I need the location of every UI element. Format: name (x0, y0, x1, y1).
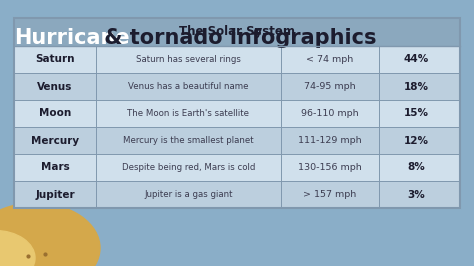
Text: Moon: Moon (39, 109, 71, 118)
Bar (14, 100, 460, 127)
Text: Venus has a beautiful name: Venus has a beautiful name (128, 82, 249, 91)
Text: > 157 mph: > 157 mph (303, 190, 356, 199)
Text: Despite being red, Mars is cold: Despite being red, Mars is cold (122, 163, 255, 172)
Bar (14, 127, 460, 154)
Text: The Moon is Earth's satellite: The Moon is Earth's satellite (128, 109, 249, 118)
Text: < 74 mph: < 74 mph (306, 55, 354, 64)
Text: Venus: Venus (37, 81, 73, 92)
Ellipse shape (0, 203, 100, 266)
Text: Jupiter is a gas giant: Jupiter is a gas giant (144, 190, 233, 199)
Text: 96-110 mph: 96-110 mph (301, 109, 359, 118)
Text: Mercury: Mercury (31, 135, 79, 146)
Text: 74-95 mph: 74-95 mph (304, 82, 356, 91)
Ellipse shape (0, 231, 35, 266)
Text: Jupiter: Jupiter (35, 189, 75, 200)
Text: 44%: 44% (404, 55, 429, 64)
Bar (14, 181, 460, 208)
Bar (14, 46, 460, 73)
Text: 18%: 18% (404, 81, 429, 92)
Text: The Solar System: The Solar System (179, 26, 295, 39)
Text: & tornado infographics: & tornado infographics (97, 28, 376, 48)
Text: Mercury is the smallest planet: Mercury is the smallest planet (123, 136, 254, 145)
Bar (14, 18, 460, 208)
Text: 15%: 15% (404, 109, 429, 118)
Bar (14, 73, 460, 100)
Bar (14, 154, 460, 181)
Text: 111-129 mph: 111-129 mph (298, 136, 362, 145)
Bar (14, 18, 460, 208)
Text: 130-156 mph: 130-156 mph (298, 163, 362, 172)
Text: 12%: 12% (404, 135, 429, 146)
Text: Saturn: Saturn (35, 55, 75, 64)
Text: 8%: 8% (408, 163, 425, 172)
Text: Saturn has several rings: Saturn has several rings (136, 55, 241, 64)
Bar (14, 18, 460, 46)
Text: 3%: 3% (408, 189, 425, 200)
Text: Mars: Mars (41, 163, 69, 172)
Text: Hurricane: Hurricane (14, 28, 129, 48)
